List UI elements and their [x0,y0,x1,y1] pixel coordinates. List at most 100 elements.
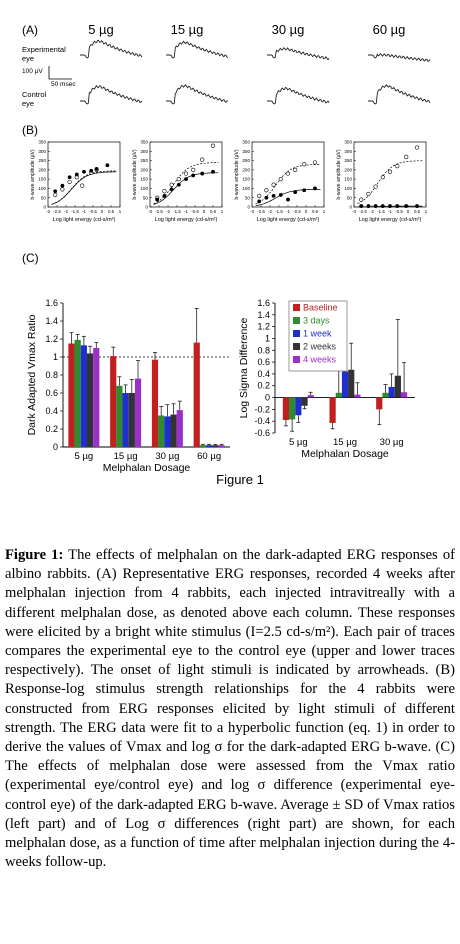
bar [307,395,314,398]
bar [282,397,290,420]
dose-label-5: 5 µg [88,22,114,37]
response-plot: 0 50 100 150 200 250 300 350 -3 -2.5 -2 -1.5 -1 -0.5 0… [234,140,326,223]
y-tick-label: 0.4 [257,369,270,379]
control-point [183,171,189,176]
response-plot: 0 50 100 150 200 250 300 350 -3 -2.5 -2 -1.5 -1 -0.5 0… [132,140,224,223]
bar [193,342,200,447]
category-label: 5 µg [75,451,94,462]
bar [388,386,395,398]
bar [212,445,219,447]
experimental-point [359,204,364,208]
legend-label: 2 weeks [303,342,337,352]
y-tick-label: 1.6 [257,298,270,308]
legend-swatch [293,356,300,363]
y-tick-label: 150 [38,177,46,182]
y-tick-label: 50 [347,195,353,200]
control-point [395,164,400,169]
control-trace [166,84,229,105]
y-tick-label: 0 [349,205,352,210]
bar [348,369,355,398]
y-tick-label: 150 [140,177,148,182]
control-point [271,182,276,187]
x-tick-label: 0.5 [312,209,319,214]
control-point [60,187,65,192]
x-axis-label: Melphalan Dosage [103,462,191,474]
bar [151,359,159,447]
y-tick-label: 0.2 [257,381,270,391]
panel-c-label: (C) [22,251,39,265]
experimental-fit-curve [255,189,321,207]
scale-bar [48,66,72,80]
bar [295,397,302,416]
control-point [359,197,364,202]
category-label: 5 µg [289,437,308,448]
bar [400,392,408,398]
control-point [404,154,409,159]
experimental-trace [267,47,330,61]
y-tick-label: 1 [265,333,270,343]
panel-a: (A) 5 µg 15 µg 30 µg 60 µg Experimental … [22,22,431,108]
experimental-point [415,204,419,208]
legend-label: 1 week [303,329,332,339]
bar [110,356,117,447]
x-tick-label: -1 [82,209,86,214]
y-tick-label: 300 [344,149,352,154]
x-axis-label: Log light energy (cd-s/m²) [53,217,116,223]
bar [122,393,129,447]
control-point [191,167,196,172]
y-tick-label: 100 [344,186,352,191]
bar [176,410,183,447]
x-tick-label: -2.5 [155,209,163,214]
dose-label-60: 60 µg [373,22,406,37]
dose-label-15: 15 µg [171,22,204,37]
category-label: 15 µg [333,437,357,448]
y-tick-label: 0.8 [45,370,58,380]
experimental-point [60,183,65,188]
y-axis-label: Dark Adapted Vmax Ratio [26,314,38,435]
control-point [67,179,72,185]
x-tick-label: -1 [388,209,392,214]
bar [164,416,171,447]
x-tick-label: -3 [148,209,152,214]
x-axis-label: Log light energy (cd-s/m²) [155,217,218,223]
legend-label: Baseline [303,303,338,313]
x-tick-label: -2 [370,209,374,214]
experimental-eye-label-2: eye [22,54,34,63]
control-point [373,184,378,189]
y-tick-label: 250 [344,158,352,163]
x-tick-label: 1 [425,209,428,214]
bar [199,445,207,447]
control-eye-label-1: Control [22,90,47,99]
y-tick-label: 300 [38,149,46,154]
x-tick-label: -3 [250,209,254,214]
x-tick-label: -0.5 [293,209,301,214]
experimental-point [94,167,99,171]
response-plot: 0 50 100 150 200 250 300 350 -3 -2.5 -2 -1.5 -1 -0.5 0… [336,140,428,223]
y-tick-label: 50 [245,195,251,200]
bar [382,392,389,398]
control-point [302,162,307,167]
bar [289,397,296,420]
response-plot: 0 50 100 150 200 250 300 350 -3 -2.5 -2 -1.5 -1 -0.5 0… [30,140,122,223]
experimental-point [404,204,409,208]
y-tick-label: 250 [38,158,46,163]
plot-frame [47,141,121,208]
x-tick-label: -0.5 [191,209,199,214]
figure-caption: Figure 1: The effects of melphalan on th… [5,546,455,872]
x-axis-label: Log light energy (cd-s/m²) [257,217,320,223]
control-trace [368,84,431,105]
experimental-point [380,204,385,208]
dose-label-30: 30 µg [272,22,305,37]
bar [93,348,100,447]
experimental-point [271,193,276,198]
x-axis-label: Log light energy (cd-s/m²) [359,217,422,223]
y-tick-label: 0 [145,205,148,210]
legend-swatch [293,343,300,350]
plot-frame [353,141,427,208]
y-tick-label: -0.2 [254,404,270,414]
x-tick-label: 0 [305,209,308,214]
y-tick-label: 0 [247,205,250,210]
erg-traces [80,39,431,105]
x-tick-label: 1 [119,209,122,214]
